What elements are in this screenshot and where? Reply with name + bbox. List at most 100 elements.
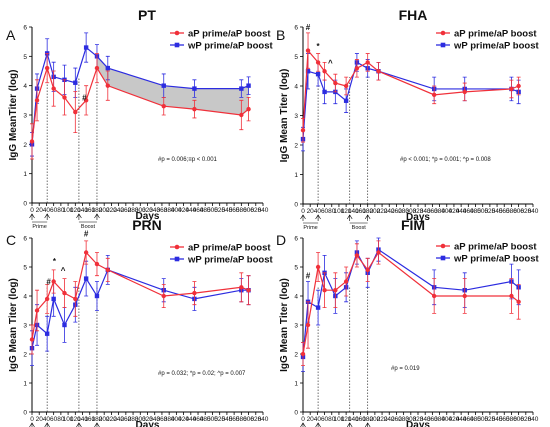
data-point — [315, 264, 321, 270]
x-tick-label: 380 — [434, 416, 445, 423]
dose-arrow-icon — [346, 422, 353, 427]
panel-letter: D — [276, 232, 286, 248]
y-tick-label: 3 — [23, 323, 27, 330]
legend-marker — [440, 42, 446, 48]
data-point — [161, 293, 166, 299]
legend-label: aP prime/aP boost — [188, 242, 271, 253]
data-point — [105, 65, 110, 71]
data-point — [343, 98, 349, 103]
x-axis-label: Days — [136, 420, 160, 427]
data-point — [51, 86, 56, 91]
boost-label: Boost — [352, 225, 367, 231]
data-point — [322, 69, 327, 74]
x-tick-label: 120 — [341, 208, 352, 215]
x-tick-label: 640 — [528, 208, 539, 215]
x-tick-label: 340 — [420, 416, 431, 423]
y-tick-label: 6 — [23, 25, 27, 32]
x-tick-label: 40 — [314, 208, 322, 215]
y-tick-label: 6 — [294, 236, 298, 243]
data-point — [462, 293, 467, 299]
y-tick-label: 4 — [23, 83, 27, 90]
legend-label: aP prime/aP boost — [454, 28, 537, 39]
data-point — [44, 331, 50, 336]
significance-marker: ^ — [328, 58, 333, 67]
y-axis-label: IgG Mean Titer (log) — [279, 69, 290, 163]
x-tick-label: 160 — [84, 416, 95, 423]
x-tick-label: 200 — [369, 416, 380, 423]
x-tick-label: 520 — [484, 416, 495, 423]
x-tick-label: 400 — [441, 416, 452, 423]
legend-label: aP prime/aP boost — [188, 28, 271, 39]
x-tick-label: 140 — [77, 207, 88, 214]
x-tick-label: 0 — [30, 207, 34, 214]
dose-arrow-icon — [315, 422, 321, 427]
y-tick-label: 4 — [294, 294, 298, 301]
x-axis-label: Days — [406, 212, 430, 223]
dose-arrow-icon — [94, 422, 100, 427]
y-tick-label: 2 — [23, 352, 27, 359]
data-point — [343, 279, 349, 284]
data-point — [73, 80, 78, 85]
x-tick-label: 140 — [348, 416, 359, 423]
data-point — [376, 250, 381, 255]
x-tick-label: 20 — [307, 208, 315, 215]
x-tick-label: 460 — [193, 207, 204, 214]
y-tick-label: 3 — [294, 323, 298, 330]
x-tick-label: 280 — [128, 416, 139, 423]
x-tick-label: 220 — [377, 208, 388, 215]
x-tick-label: 560 — [499, 416, 510, 423]
data-point — [161, 104, 166, 109]
y-tick-label: 2 — [294, 143, 298, 150]
dose-arrow-icon — [94, 213, 100, 220]
x-tick-label: 600 — [243, 416, 254, 423]
y-tick-label: 1 — [23, 381, 27, 388]
x-tick-label: 380 — [434, 208, 445, 215]
data-point — [83, 276, 89, 281]
dose-arrow-icon — [364, 214, 371, 221]
x-tick-label: 360 — [157, 207, 168, 214]
data-point — [516, 83, 521, 89]
x-tick-label: 420 — [178, 416, 189, 423]
x-tick-label: 580 — [506, 416, 517, 423]
x-tick-label: 40 — [43, 207, 51, 214]
legend-label: wP prime/aP boost — [453, 40, 539, 51]
x-tick-label: 560 — [229, 416, 240, 423]
y-tick-label: 5 — [23, 54, 27, 61]
dose-arrow-icon — [315, 214, 321, 221]
x-tick-label: 360 — [427, 208, 438, 215]
significance-marker: # — [82, 93, 87, 102]
data-point — [34, 308, 40, 313]
significance-marker: # — [306, 23, 311, 32]
legend-label: wP prime/aP boost — [187, 40, 273, 51]
data-point — [51, 296, 56, 302]
dose-arrow-icon — [76, 422, 82, 427]
data-point — [305, 69, 311, 74]
data-point — [315, 72, 321, 77]
data-point — [322, 89, 327, 95]
x-tick-label: 0 — [301, 416, 305, 423]
x-tick-label: 120 — [70, 416, 81, 423]
x-tick-label: 80 — [57, 207, 65, 214]
x-tick-label: 640 — [528, 416, 539, 423]
data-point — [300, 128, 306, 133]
data-point — [83, 45, 89, 50]
x-tick-label: 20 — [36, 207, 44, 214]
data-point — [73, 109, 78, 115]
data-point — [44, 65, 50, 71]
dose-arrow-icon — [29, 213, 35, 220]
dose-arrow-icon — [346, 214, 353, 221]
data-point — [73, 296, 78, 302]
legend-marker — [440, 255, 446, 261]
x-tick-label: 580 — [506, 208, 517, 215]
x-tick-label: 400 — [441, 208, 452, 215]
x-tick-label: 280 — [128, 207, 139, 214]
x-tick-label: 520 — [214, 416, 225, 423]
data-point — [62, 322, 67, 328]
x-tick-label: 280 — [398, 208, 409, 215]
x-tick-label: 80 — [57, 416, 65, 423]
y-axis-label: IgG Mean Titer (log) — [279, 278, 290, 372]
x-tick-label: 340 — [420, 208, 431, 215]
